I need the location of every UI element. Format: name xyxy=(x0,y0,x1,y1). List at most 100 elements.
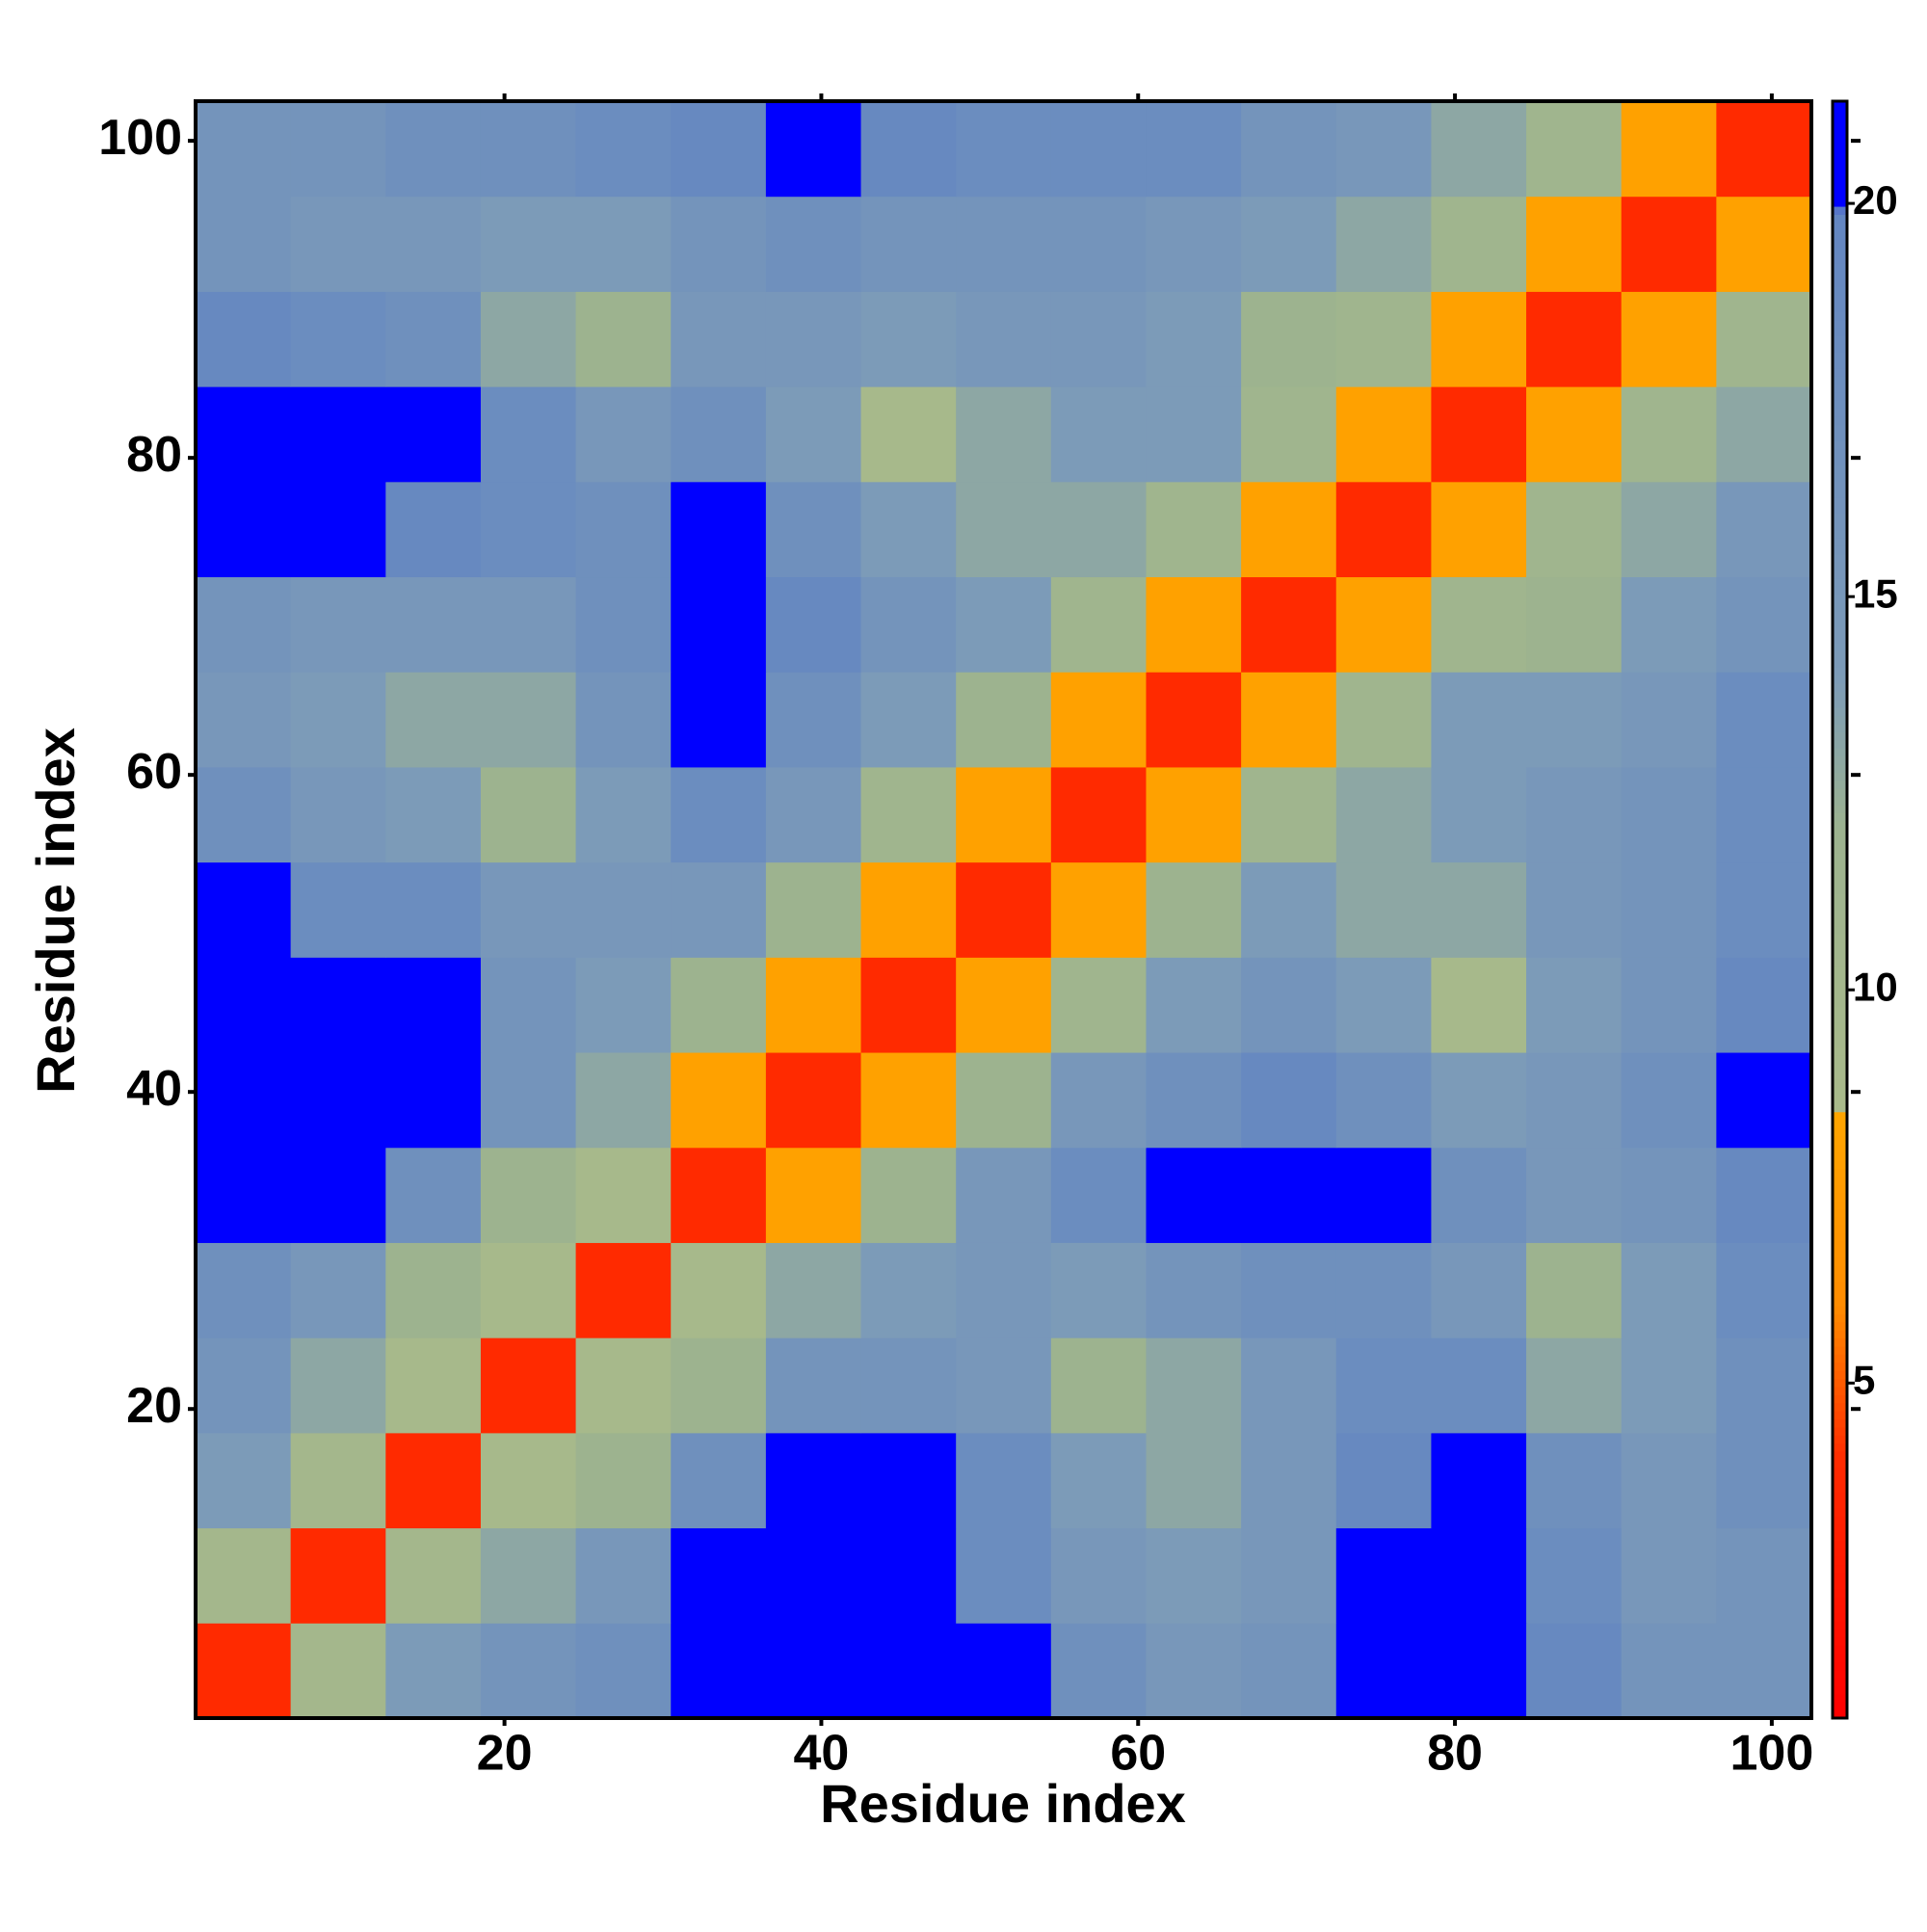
heatmap-cell xyxy=(671,386,767,483)
heatmap-cell xyxy=(1335,1527,1432,1624)
colorbar-segment xyxy=(1833,1548,1847,1557)
heatmap-cell xyxy=(1621,672,1717,768)
heatmap-cell xyxy=(1526,1147,1623,1243)
heatmap-cell xyxy=(956,386,1052,483)
heatmap-cell xyxy=(196,1052,292,1149)
heatmap-cell xyxy=(1241,196,1337,292)
colorbar-segment xyxy=(1833,481,1847,490)
heatmap-cell xyxy=(1241,576,1337,673)
colorbar-segment xyxy=(1833,780,1847,789)
plot-frame xyxy=(194,99,1813,1720)
heatmap-cell xyxy=(860,1432,957,1529)
heatmap-cell xyxy=(1431,1432,1527,1529)
x-tick-label: 40 xyxy=(794,1726,850,1782)
colorbar-segment xyxy=(1833,1330,1847,1339)
heatmap-cell xyxy=(1716,861,1812,958)
heatmap-cell xyxy=(765,291,862,387)
colorbar-segment xyxy=(1833,1612,1847,1622)
heatmap-cell xyxy=(671,1147,767,1243)
heatmap-cell xyxy=(1716,1337,1812,1434)
heatmap-cell xyxy=(1431,672,1527,768)
heatmap-cell xyxy=(1146,576,1242,673)
heatmap-cell xyxy=(1526,291,1623,387)
heatmap-cell xyxy=(575,101,672,198)
colorbar-segment xyxy=(1833,1597,1847,1606)
colorbar-segment xyxy=(1833,1030,1847,1040)
heatmap-cell xyxy=(1526,1527,1623,1624)
colorbar-segment xyxy=(1833,206,1847,215)
heatmap-cell xyxy=(671,576,767,673)
colorbar-segment xyxy=(1833,238,1847,248)
colorbar-segment xyxy=(1833,190,1847,199)
colorbar-segment xyxy=(1833,917,1847,927)
heatmap-cell xyxy=(480,861,577,958)
heatmap-cell xyxy=(290,1623,386,1719)
heatmap-cell xyxy=(1716,957,1812,1053)
heatmap-cell xyxy=(1431,766,1527,863)
colorbar-segment xyxy=(1833,586,1847,595)
heatmap-cell xyxy=(385,196,482,292)
colorbar-segment xyxy=(1833,569,1847,579)
colorbar-segment xyxy=(1833,327,1847,336)
heatmap-cell xyxy=(575,1432,672,1529)
heatmap-cell xyxy=(860,481,957,578)
colorbar-segment xyxy=(1833,392,1847,401)
colorbar-segment xyxy=(1833,772,1847,781)
heatmap-cell xyxy=(860,576,957,673)
colorbar-segment xyxy=(1833,198,1847,207)
heatmap-cell xyxy=(196,1242,292,1338)
heatmap-cell xyxy=(1431,1527,1527,1624)
heatmap-cell xyxy=(1621,1432,1717,1529)
heatmap-cell xyxy=(1335,196,1432,292)
heatmap-cell xyxy=(1146,672,1242,768)
colorbar-segment xyxy=(1833,1257,1847,1266)
colorbar-segment xyxy=(1833,1709,1847,1719)
colorbar-segment xyxy=(1833,1645,1847,1654)
colorbar-segment xyxy=(1833,1289,1847,1299)
colorbar-segment xyxy=(1833,941,1847,951)
heatmap-cell xyxy=(1621,386,1717,483)
colorbar-segment xyxy=(1833,1637,1847,1646)
colorbar-segment xyxy=(1833,1693,1847,1703)
colorbar-segment xyxy=(1833,1095,1847,1104)
colorbar-segment xyxy=(1833,432,1847,441)
colorbar-segment xyxy=(1833,1337,1847,1347)
heatmap-cell xyxy=(290,1242,386,1338)
heatmap-cell xyxy=(765,672,862,768)
colorbar-segment xyxy=(1833,1564,1847,1574)
colorbar-segment xyxy=(1833,1176,1847,1185)
heatmap-cell xyxy=(1241,481,1337,578)
heatmap-cell xyxy=(1431,1337,1527,1434)
colorbar-segment xyxy=(1833,117,1847,126)
colorbar-segment xyxy=(1833,836,1847,846)
heatmap-cell xyxy=(1241,1337,1337,1434)
heatmap-cell xyxy=(1146,1337,1242,1434)
heatmap-cell xyxy=(1335,1052,1432,1149)
heatmap-cell xyxy=(765,1432,862,1529)
colorbar-segment xyxy=(1833,1483,1847,1493)
colorbar-segment xyxy=(1833,1370,1847,1380)
colorbar-segment xyxy=(1833,1387,1847,1395)
heatmap-cell xyxy=(956,1623,1052,1719)
colorbar-segment xyxy=(1833,998,1847,1008)
colorbar-segment xyxy=(1833,1151,1847,1161)
colorbar-segment xyxy=(1833,319,1847,329)
heatmap-cell xyxy=(1716,1432,1812,1529)
heatmap-cell xyxy=(1526,196,1623,292)
heatmap-cell xyxy=(1716,672,1812,768)
colorbar-tick-label: 15 xyxy=(1853,570,1898,616)
heatmap-cell xyxy=(575,861,672,958)
colorbar-segment xyxy=(1833,1499,1847,1509)
colorbar-segment xyxy=(1833,1556,1847,1566)
colorbar-segment xyxy=(1833,133,1847,143)
colorbar-segment xyxy=(1833,1144,1847,1153)
colorbar-segment xyxy=(1833,271,1847,280)
heatmap-cell xyxy=(1335,1242,1432,1338)
colorbar-segment xyxy=(1833,1192,1847,1202)
heatmap-cell xyxy=(1716,481,1812,578)
colorbar-segment xyxy=(1833,707,1847,717)
colorbar-segment xyxy=(1833,1475,1847,1485)
colorbar-segment xyxy=(1833,901,1847,911)
heatmap-cell xyxy=(1241,957,1337,1053)
heatmap-cell xyxy=(290,1052,386,1149)
